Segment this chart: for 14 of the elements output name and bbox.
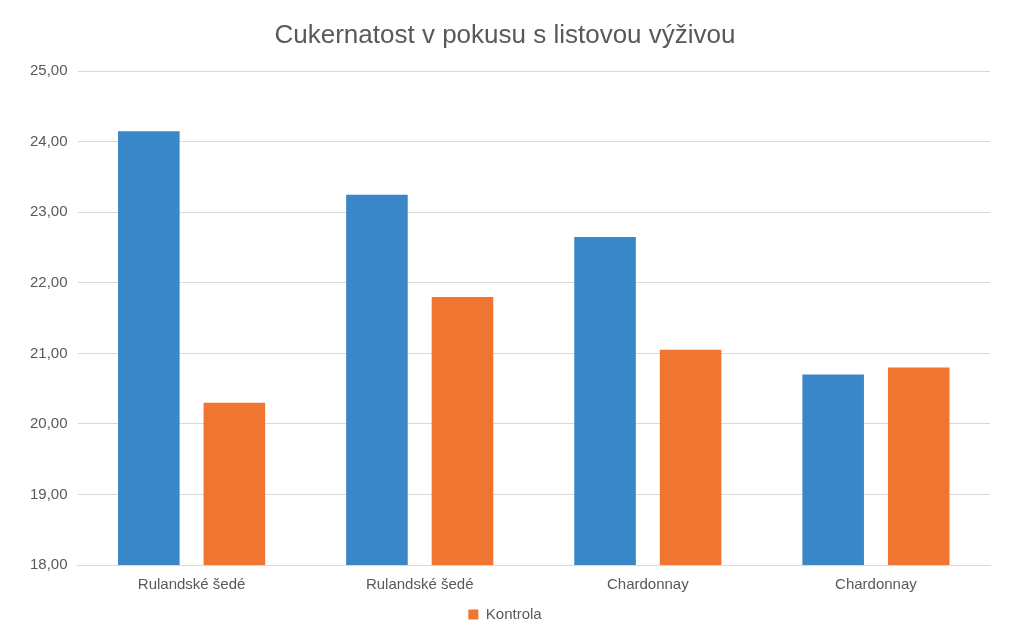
y-tick-label: 18,00 [29, 555, 68, 573]
y-tick-label: 25,00 [29, 61, 68, 79]
y-tick-label: 21,00 [29, 343, 68, 361]
chart-title: Cukernatost v pokusu s listovou výživou [274, 18, 736, 49]
x-tick-label: Rulandské šedé [137, 575, 246, 593]
legend-label: Kontrola [485, 604, 543, 622]
x-tick-label: Chardonnay [606, 575, 690, 593]
x-tick-label: Chardonnay [835, 575, 918, 593]
y-tick-label: 22,00 [29, 272, 68, 290]
y-tick-label: 23,00 [29, 202, 68, 220]
y-tick-label: 19,00 [29, 484, 68, 502]
y-tick-label: 20,00 [29, 414, 68, 432]
x-tick-label: Rulandské šedé [365, 575, 474, 593]
y-tick-label: 24,00 [29, 131, 68, 149]
